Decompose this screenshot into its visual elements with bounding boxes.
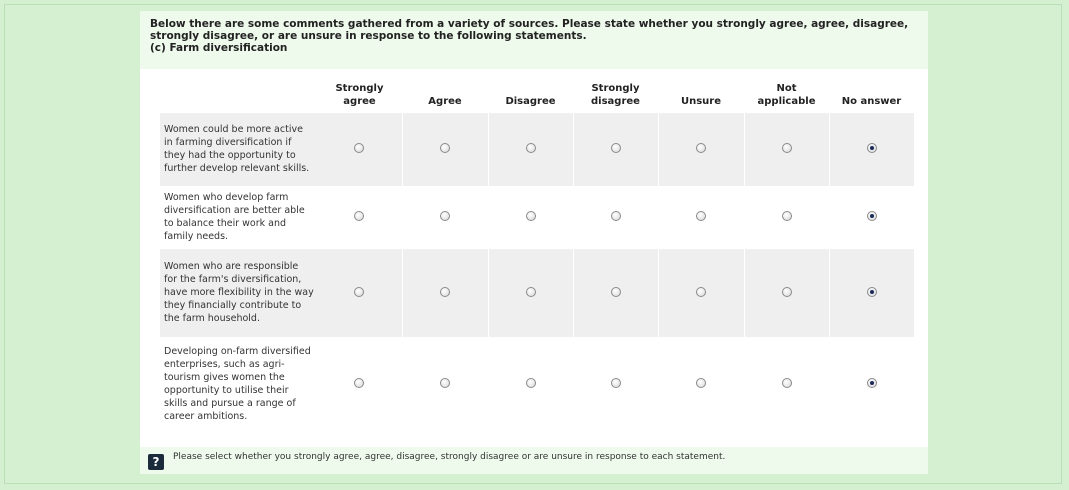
radio-unsure[interactable]: [696, 143, 706, 153]
radio-agree[interactable]: [440, 377, 450, 388]
statement-text: Women could be more active in farming di…: [160, 113, 317, 186]
radio-disagree[interactable]: [525, 377, 536, 388]
option-cell-disagree: [488, 337, 574, 431]
radio-strongly-agree[interactable]: [354, 211, 365, 221]
col-header-agree: Agree: [428, 96, 462, 107]
option-cell-strongly-disagree: [573, 186, 659, 249]
option-cell-strongly-agree: [317, 337, 403, 431]
option-cell-disagree: [488, 113, 574, 186]
option-cell-agree: [402, 337, 489, 431]
option-cell-no-answer: [829, 249, 915, 337]
radio-strongly-disagree[interactable]: [610, 211, 621, 221]
option-cell-unsure: [658, 249, 745, 337]
option-cell-strongly-disagree: [573, 113, 659, 186]
radio-disagree[interactable]: [525, 143, 536, 153]
option-cell-unsure: [658, 113, 745, 186]
col-header-strongly-agree: Strongly agree: [335, 83, 384, 107]
help-text: Please select whether you strongly agree…: [173, 452, 726, 462]
radio-strongly-agree[interactable]: [354, 377, 365, 388]
grid-header-row: Strongly agree Agree Disagree Strongly dis…: [160, 82, 914, 113]
question-subtitle: (c) Farm diversification: [150, 42, 288, 54]
option-cell-agree: [402, 113, 489, 186]
option-cell-agree: [402, 249, 489, 337]
option-cell-no-answer: [829, 186, 915, 249]
radio-agree[interactable]: [440, 286, 450, 297]
radio-no-answer[interactable]: [866, 143, 877, 153]
option-cell-agree: [402, 186, 489, 249]
radio-strongly-disagree[interactable]: [610, 143, 621, 153]
option-cell-strongly-disagree: [573, 249, 659, 337]
table-row: Women who develop farm diversification a…: [160, 186, 915, 249]
table-row: Women could be more active in farming di…: [160, 113, 915, 186]
radio-no-answer[interactable]: [866, 377, 877, 388]
radio-strongly-disagree[interactable]: [610, 377, 621, 388]
radio-no-answer[interactable]: [866, 286, 877, 297]
radio-strongly-disagree[interactable]: [610, 286, 621, 297]
statement-text: Women who are responsible for the farm's…: [160, 249, 317, 337]
radio-strongly-agree[interactable]: [354, 286, 365, 297]
option-cell-not-applicable: [744, 337, 830, 431]
option-cell-not-applicable: [744, 113, 830, 186]
option-cell-no-answer: [829, 113, 915, 186]
question-mark-icon[interactable]: ?: [148, 454, 164, 470]
radio-not-applicable[interactable]: [781, 211, 792, 221]
help-bar: ? Please select whether you strongly agr…: [140, 447, 928, 474]
radio-not-applicable[interactable]: [781, 286, 792, 297]
radio-strongly-agree[interactable]: [354, 143, 365, 153]
option-cell-disagree: [488, 249, 574, 337]
radio-unsure[interactable]: [696, 286, 706, 297]
option-cell-no-answer: [829, 337, 915, 431]
page-frame: [4, 4, 1062, 484]
col-header-strongly-disagree: Strongly disagree: [591, 83, 640, 107]
radio-not-applicable[interactable]: [781, 143, 792, 153]
radio-disagree[interactable]: [525, 211, 536, 221]
option-cell-strongly-agree: [317, 113, 403, 186]
col-header-no-answer: No answer: [841, 96, 902, 107]
radio-agree[interactable]: [440, 211, 450, 221]
option-cell-not-applicable: [744, 249, 830, 337]
option-cell-unsure: [658, 337, 745, 431]
statement-text: Developing on-farm diversified enterpris…: [160, 337, 317, 431]
statement-text: Women who develop farm diversification a…: [160, 186, 317, 249]
answer-grid: Strongly agree Agree Disagree Strongly dis…: [160, 82, 915, 431]
statement-header-cell: [160, 82, 317, 113]
option-cell-strongly-agree: [317, 249, 403, 337]
option-cell-not-applicable: [744, 186, 830, 249]
table-row: Women who are responsible for the farm's…: [160, 249, 915, 337]
col-header-disagree: Disagree: [505, 96, 556, 107]
radio-unsure[interactable]: [696, 211, 706, 221]
survey-question-panel: Below there are some comments gathered f…: [140, 11, 928, 474]
radio-unsure[interactable]: [696, 377, 706, 388]
col-header-not-applicable: Not applicable: [757, 83, 816, 107]
col-header-unsure: Unsure: [680, 96, 722, 107]
option-cell-strongly-disagree: [573, 337, 659, 431]
option-cell-strongly-agree: [317, 186, 403, 249]
radio-agree[interactable]: [440, 143, 450, 153]
option-cell-disagree: [488, 186, 574, 249]
radio-no-answer[interactable]: [866, 211, 877, 221]
table-row: Developing on-farm diversified enterpris…: [160, 337, 915, 431]
radio-disagree[interactable]: [525, 286, 536, 297]
question-header: Below there are some comments gathered f…: [140, 11, 928, 69]
radio-not-applicable[interactable]: [781, 377, 792, 388]
option-cell-unsure: [658, 186, 745, 249]
question-intro: Below there are some comments gathered f…: [150, 18, 909, 42]
